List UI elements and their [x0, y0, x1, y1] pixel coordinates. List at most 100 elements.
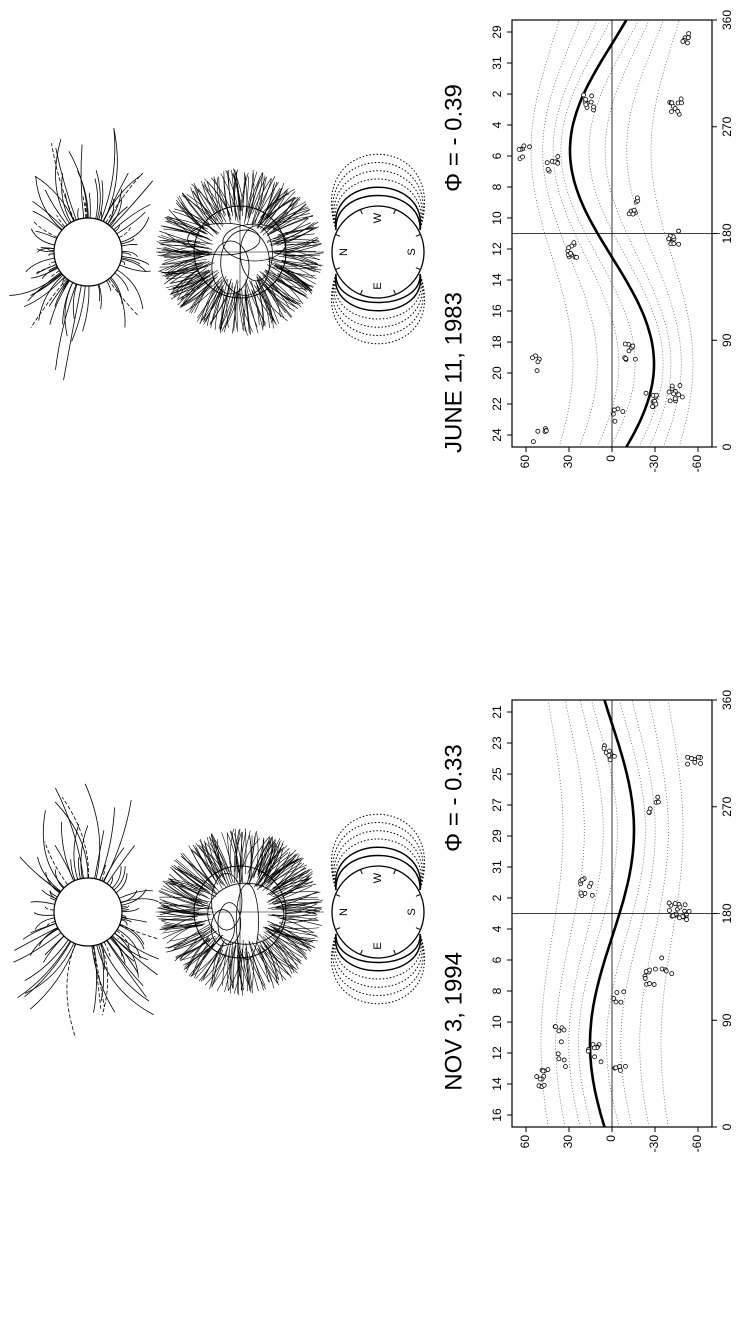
- filament-point: [614, 1000, 618, 1004]
- filament-point: [687, 32, 691, 36]
- filament-point: [679, 101, 683, 105]
- date-label: 29: [490, 829, 504, 843]
- filament-point: [687, 909, 691, 913]
- filament-point: [542, 1083, 546, 1087]
- date-label: 18: [490, 335, 504, 349]
- filament-point: [612, 408, 616, 412]
- filament-point: [623, 1064, 627, 1068]
- date-title: NOV 3, 1994: [440, 952, 467, 1091]
- date-label: 6: [490, 956, 504, 963]
- filament-point: [584, 97, 588, 101]
- filament-point: [668, 399, 672, 403]
- filament-point: [590, 94, 594, 98]
- y-tick-label: 0: [604, 1135, 618, 1142]
- filament-point: [556, 155, 560, 159]
- filament-point: [621, 410, 625, 414]
- compass-label: N: [338, 248, 350, 256]
- date-label: 10: [490, 1015, 504, 1029]
- filament-point: [635, 196, 639, 200]
- compass-label: W: [372, 872, 384, 883]
- filament-point: [535, 369, 539, 373]
- date-label: 2: [490, 90, 504, 97]
- filament-point: [556, 161, 560, 165]
- filament-point: [677, 229, 681, 233]
- filament-point: [670, 972, 674, 976]
- filament-point: [562, 1058, 566, 1062]
- x-tick-label: 360: [720, 10, 734, 30]
- figure: NESWJUNE 11, 1983Φ = - 0.390901802703606…: [0, 0, 753, 1342]
- filament-point: [672, 392, 676, 396]
- filament-point: [656, 800, 660, 804]
- filament-point: [530, 356, 534, 360]
- filament-point: [579, 891, 583, 895]
- filament-point: [541, 1069, 545, 1073]
- y-tick-label: 0: [604, 455, 618, 462]
- filament-point: [602, 746, 606, 750]
- filament-point: [699, 762, 703, 766]
- filament-point: [683, 903, 687, 907]
- filament-point: [652, 983, 656, 987]
- filament-point: [592, 105, 596, 109]
- date-label: 6: [490, 152, 504, 159]
- date-label: 14: [490, 273, 504, 287]
- filament-point: [613, 419, 617, 423]
- filament-point: [584, 103, 588, 107]
- compass-label: S: [406, 248, 418, 255]
- filament-point: [680, 395, 684, 399]
- filament-point: [619, 1000, 623, 1004]
- filament-point: [693, 760, 697, 764]
- filament-point: [696, 755, 700, 759]
- filament-point: [569, 251, 573, 255]
- filament-point: [536, 360, 540, 364]
- filament-point: [686, 755, 690, 759]
- date-label: 25: [490, 767, 504, 781]
- x-tick-label: 90: [720, 333, 734, 347]
- x-tick-label: 0: [720, 1123, 734, 1130]
- x-tick-label: 90: [720, 1013, 734, 1027]
- filament-point: [631, 344, 635, 348]
- filament-point: [633, 357, 637, 361]
- filament-point: [589, 100, 593, 104]
- filament-point: [654, 393, 658, 397]
- filament-point: [618, 1064, 622, 1068]
- filament-point: [592, 1046, 596, 1050]
- date-label: 4: [490, 925, 504, 932]
- date-label: 21: [490, 705, 504, 719]
- filament-point: [614, 1066, 618, 1070]
- filament-point: [678, 905, 682, 909]
- filament-point: [586, 1049, 590, 1053]
- date-label: 27: [490, 798, 504, 812]
- filament-point: [517, 147, 521, 151]
- compass-label: E: [372, 942, 384, 949]
- x-tick-label: 270: [720, 116, 734, 136]
- filament-point: [686, 36, 690, 40]
- filament-point: [653, 967, 657, 971]
- filament-point: [608, 758, 612, 762]
- filament-point: [622, 990, 626, 994]
- date-label: 16: [490, 304, 504, 318]
- date-label: 12: [490, 242, 504, 256]
- y-tick-label: 60: [518, 1135, 532, 1149]
- y-tick-label: -60: [690, 1135, 704, 1153]
- filament-point: [528, 145, 532, 149]
- filament-point: [677, 242, 681, 246]
- filament-point: [667, 390, 671, 394]
- filament-point: [632, 208, 636, 212]
- filament-point: [681, 39, 685, 43]
- filament-point: [623, 342, 627, 346]
- filament-point: [545, 161, 549, 165]
- filament-point: [557, 1057, 561, 1061]
- filament-point: [559, 1040, 563, 1044]
- date-label: 14: [490, 1077, 504, 1091]
- filament-point: [567, 246, 571, 250]
- filament-point: [667, 237, 671, 241]
- date-title: JUNE 11, 1983: [440, 292, 467, 453]
- filament-point: [624, 357, 628, 361]
- filament-point: [685, 41, 689, 45]
- filament-point: [656, 795, 660, 799]
- date-label: 31: [490, 56, 504, 70]
- compass-label: S: [406, 908, 418, 915]
- filament-point: [572, 241, 576, 245]
- filament-point: [521, 155, 525, 159]
- filament-point: [522, 144, 526, 148]
